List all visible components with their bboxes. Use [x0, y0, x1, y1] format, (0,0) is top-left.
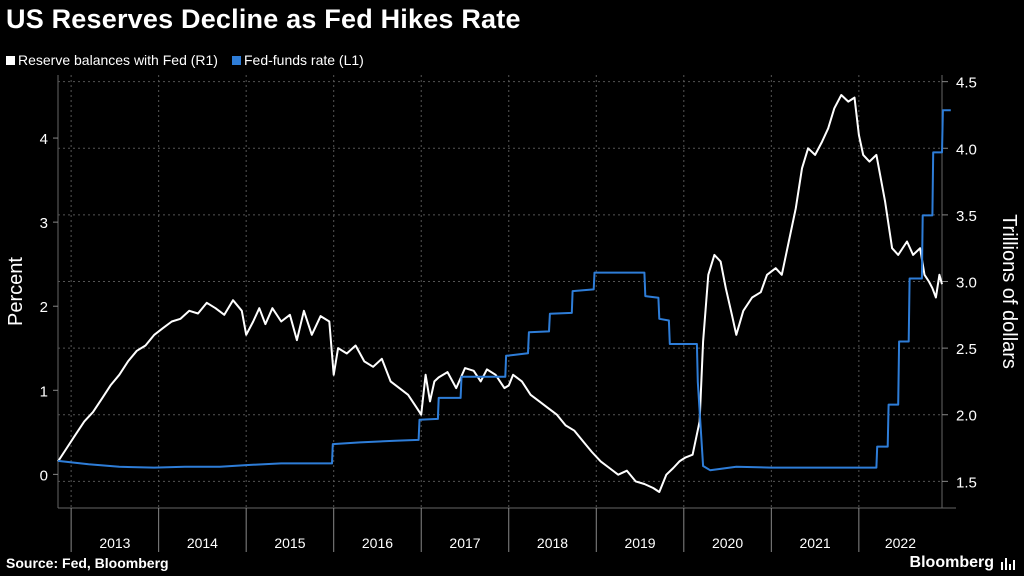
x-tick-label: 2017	[449, 535, 480, 551]
legend-swatch-fed-funds	[231, 55, 241, 65]
x-tick-label: 2015	[274, 535, 305, 551]
legend-swatch-reserves	[6, 55, 15, 65]
x-tick-label: 2021	[800, 535, 831, 551]
x-tick-label: 2016	[362, 535, 393, 551]
chart-title: US Reserves Decline as Fed Hikes Rate	[6, 4, 521, 34]
right-tick-label: 4.5	[956, 75, 977, 92]
x-tick-label: 2013	[99, 535, 130, 551]
right-tick-label: 2.5	[956, 341, 977, 358]
x-tick-label: 2022	[885, 535, 916, 551]
left-tick-label: 0	[40, 467, 48, 484]
right-axis-title: Trillions of dollars	[998, 214, 1020, 369]
left-axis-title: Percent	[5, 257, 27, 326]
x-tick-label: 2020	[712, 535, 743, 551]
right-tick-label: 3.5	[956, 208, 977, 225]
right-tick-label: 3.0	[956, 275, 977, 292]
x-tick-label: 2019	[624, 535, 655, 551]
x-tick-label: 2018	[537, 535, 568, 551]
left-tick-label: 3	[40, 215, 48, 232]
right-tick-label: 1.5	[956, 474, 977, 491]
series-line-reserves	[57, 94, 943, 493]
source-note: Source: Fed, Bloomberg	[6, 555, 169, 571]
legend-label-fed-funds: Fed-funds rate (L1)	[243, 52, 364, 68]
legend: Reserve balances with Fed (R1) Fed-funds…	[6, 52, 364, 68]
right-tick-label: 2.0	[956, 408, 977, 425]
series-line-fed-funds	[57, 109, 951, 472]
right-tick-label: 4.0	[956, 141, 977, 158]
x-tick-label: 2014	[187, 535, 218, 551]
left-tick-label: 4	[40, 131, 48, 148]
legend-item-reserves: Reserve balances with Fed (R1)	[6, 52, 218, 68]
legend-item-fed-funds: Fed-funds rate (L1)	[231, 52, 364, 68]
legend-label-reserves: Reserve balances with Fed (R1)	[18, 52, 218, 68]
left-tick-label: 1	[40, 383, 48, 400]
bloomberg-logo: Bloomberg	[909, 554, 994, 571]
bloomberg-bars-icon	[1001, 558, 1015, 570]
left-tick-label: 2	[40, 299, 48, 316]
